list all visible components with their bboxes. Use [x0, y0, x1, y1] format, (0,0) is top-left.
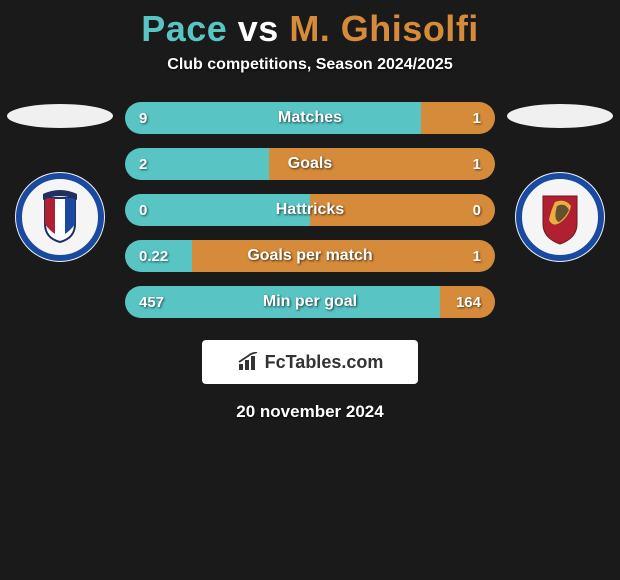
- stat-bar-left-seg: 457: [125, 286, 440, 318]
- stat-left-value: 2: [139, 156, 147, 173]
- stat-bar-right-seg: 164: [440, 286, 496, 318]
- stat-bar-left-seg: 0.22: [125, 240, 192, 272]
- stat-bar-hattricks: 00Hattricks: [125, 194, 495, 226]
- stat-bar-right-seg: 1: [269, 148, 495, 180]
- stat-bars: 91Matches21Goals00Hattricks0.221Goals pe…: [125, 102, 495, 318]
- stat-bar-goals-per-match: 0.221Goals per match: [125, 240, 495, 272]
- comparison-date: 20 november 2024: [0, 402, 620, 422]
- stat-left-value: 9: [139, 110, 147, 127]
- stat-left-value: 0.22: [139, 248, 168, 265]
- player1-column: [0, 102, 120, 262]
- player1-avatar-placeholder: [7, 104, 113, 128]
- chart-icon: [237, 352, 261, 372]
- vs-text: vs: [227, 8, 289, 49]
- player2-name: M. Ghisolfi: [289, 8, 479, 49]
- player2-column: [500, 102, 620, 262]
- player2-avatar-placeholder: [507, 104, 613, 128]
- stat-bar-right-seg: 0: [310, 194, 495, 226]
- stat-bar-min-per-goal: 457164Min per goal: [125, 286, 495, 318]
- stat-right-value: 0: [473, 202, 481, 219]
- crotone-badge-icon: [15, 172, 105, 262]
- stat-bar-left-seg: 9: [125, 102, 421, 134]
- stat-bar-right-seg: 1: [192, 240, 495, 272]
- stat-bar-goals: 21Goals: [125, 148, 495, 180]
- stat-bar-right-seg: 1: [421, 102, 495, 134]
- branding-box: FcTables.com: [202, 340, 418, 384]
- stat-left-value: 457: [139, 294, 164, 311]
- player1-name: Pace: [141, 8, 227, 49]
- subtitle: Club competitions, Season 2024/2025: [0, 56, 620, 74]
- stat-bar-matches: 91Matches: [125, 102, 495, 134]
- stat-left-value: 0: [139, 202, 147, 219]
- stat-bar-left-seg: 0: [125, 194, 310, 226]
- comparison-content: 91Matches21Goals00Hattricks0.221Goals pe…: [0, 102, 620, 422]
- comparison-title: Pace vs M. Ghisolfi: [0, 0, 620, 50]
- stat-right-value: 1: [473, 156, 481, 173]
- player2-club-badge: [515, 172, 605, 262]
- stat-right-value: 1: [473, 248, 481, 265]
- branding-text: FcTables.com: [265, 352, 384, 373]
- stat-right-value: 1: [473, 110, 481, 127]
- player1-club-badge: [15, 172, 105, 262]
- stat-right-value: 164: [456, 294, 481, 311]
- stat-bar-left-seg: 2: [125, 148, 269, 180]
- potenza-badge-icon: [515, 172, 605, 262]
